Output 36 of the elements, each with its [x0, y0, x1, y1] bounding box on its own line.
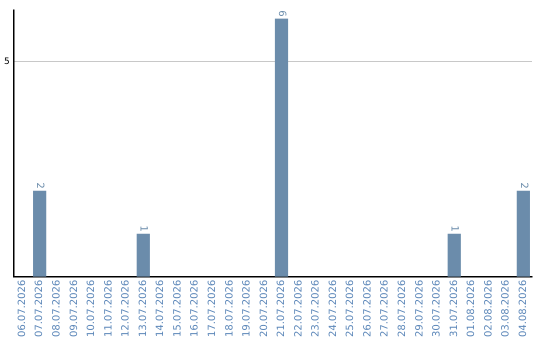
data-label: 2	[518, 182, 529, 189]
x-tick-label: 02.08.2026	[483, 280, 494, 338]
x-tick-label: 24.07.2026	[328, 280, 339, 338]
x-tick-label: 03.08.2026	[500, 280, 512, 338]
x-tick-label: 18.07.2026	[224, 280, 236, 338]
x-tick-label: 16.07.2026	[190, 280, 201, 338]
x-tick-label: 22.07.2026	[293, 280, 304, 338]
x-tick-label: 07.07.2026	[34, 280, 46, 338]
x-tick-label: 09.07.2026	[68, 280, 80, 338]
x-tick-label: 11.07.2026	[103, 280, 114, 338]
x-tick-label: 08.07.2026	[52, 280, 63, 338]
x-tick-label: 25.07.2026	[345, 280, 356, 338]
x-tick-label: 14.07.2026	[155, 280, 166, 338]
x-tick-label: 23.07.2026	[310, 280, 322, 338]
data-label: 6	[276, 10, 287, 17]
x-tick-label: 27.07.2026	[380, 280, 391, 338]
data-label: 1	[138, 225, 149, 232]
data-label: 1	[448, 225, 460, 232]
x-tick-label: 20.07.2026	[258, 280, 270, 338]
x-tick-label: 17.07.2026	[206, 280, 218, 338]
x-tick-label: 28.07.2026	[397, 280, 408, 338]
x-tick-label: 15.07.2026	[172, 280, 184, 338]
x-tick-label: 30.07.2026	[432, 280, 443, 338]
x-tick-label: 12.07.2026	[120, 280, 132, 338]
data-label: 2	[34, 182, 46, 189]
x-tick-label: 13.07.2026	[138, 280, 149, 338]
x-tick-label: 04.08.2026	[518, 280, 529, 338]
x-tick-label: 26.07.2026	[362, 280, 374, 338]
x-tick-label: 01.08.2026	[466, 280, 478, 338]
x-tick-label: 31.07.2026	[448, 280, 460, 338]
x-tick-label: 21.07.2026	[276, 280, 288, 338]
x-tick-label: 10.07.2026	[86, 280, 98, 338]
x-tick-label: 19.07.2026	[242, 280, 253, 338]
x-tick-label: 06.07.2026	[16, 280, 28, 338]
x-tick-label: 29.07.2026	[414, 280, 426, 338]
y-tick-label: 5	[4, 56, 10, 67]
